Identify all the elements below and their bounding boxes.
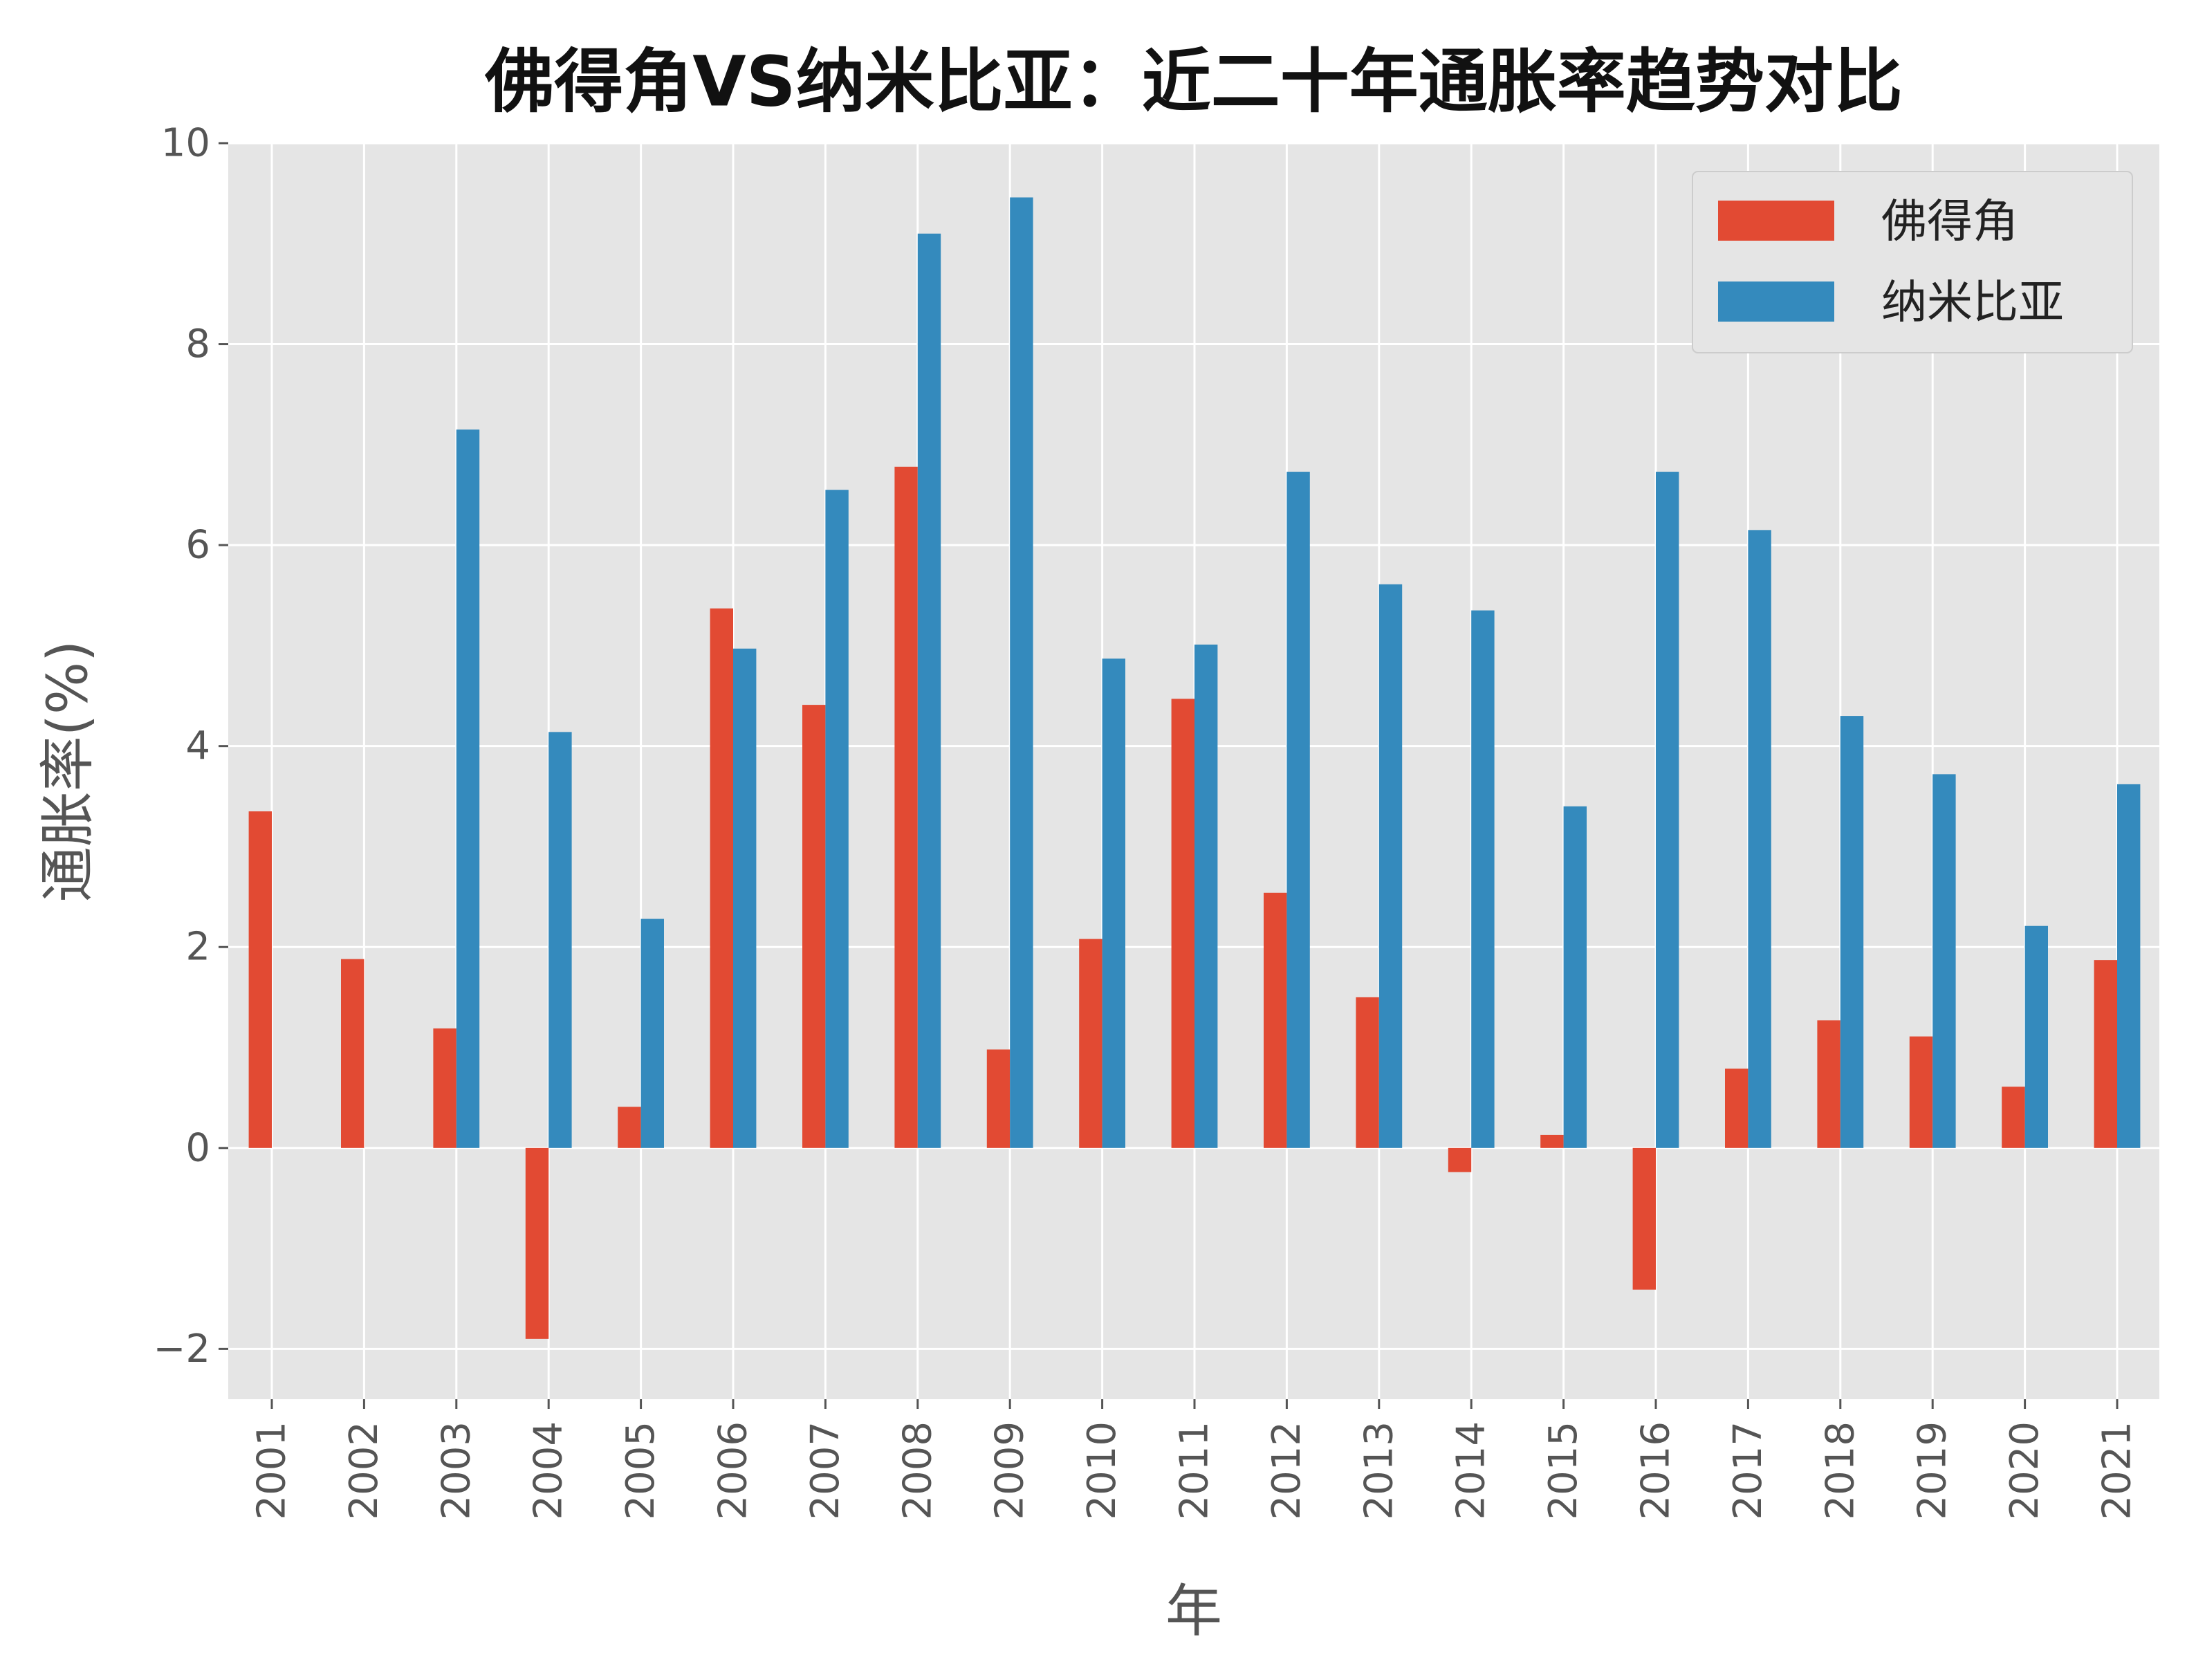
x-tick-label: 2021 (2095, 1421, 2140, 1520)
x-tick-label: 2014 (1449, 1421, 1494, 1520)
bar-cape-verde-2012 (1264, 892, 1287, 1148)
bar-namibia-2016 (1656, 472, 1679, 1148)
bar-cape-verde-2015 (1540, 1134, 1564, 1148)
legend-label-namibia: 纳米比亚 (1881, 276, 2064, 329)
legend-swatch-namibia (1718, 281, 1834, 322)
legend: 佛得角 纳米比亚 (1692, 171, 2133, 353)
bar-cape-verde-2014 (1448, 1147, 1472, 1172)
bar-namibia-2004 (548, 732, 572, 1148)
bar-namibia-2007 (825, 490, 849, 1148)
x-axis: 2001 2002 2003 2004 2005 2006 2007 2008 2009 2010… (250, 1399, 2140, 1520)
bars (248, 197, 2141, 1339)
bar-cape-verde-2005 (618, 1107, 641, 1148)
bar-cape-verde-2006 (710, 608, 733, 1148)
x-tick-label: 2004 (526, 1421, 571, 1520)
x-tick-label: 2002 (342, 1421, 387, 1520)
y-tick-label: 8 (185, 322, 210, 367)
bar-cape-verde-2008 (894, 466, 918, 1148)
x-tick-label: 2001 (250, 1421, 295, 1520)
bar-namibia-2021 (2117, 784, 2141, 1148)
x-tick-label: 2006 (711, 1421, 756, 1520)
x-tick-label: 2017 (1726, 1421, 1771, 1520)
x-tick-label: 2019 (1910, 1421, 1955, 1520)
x-axis-label: 年 (1165, 1579, 1222, 1645)
x-tick-label: 2009 (988, 1421, 1033, 1520)
bar-cape-verde-2007 (802, 705, 826, 1148)
bar-namibia-2015 (1563, 806, 1587, 1148)
y-axis: −2 0 2 4 6 8 10 (153, 121, 228, 1372)
bar-cape-verde-2010 (1079, 939, 1102, 1148)
y-tick-label: 4 (185, 723, 210, 768)
bar-cape-verde-2011 (1171, 699, 1194, 1148)
bar-namibia-2010 (1102, 658, 1125, 1148)
x-tick-label: 2013 (1356, 1421, 1401, 1520)
x-tick-label: 2003 (434, 1421, 479, 1520)
bar-namibia-2019 (1932, 774, 1956, 1148)
y-tick-label: 10 (161, 121, 210, 166)
bar-namibia-2009 (1010, 197, 1033, 1148)
bar-namibia-2005 (640, 919, 664, 1148)
x-tick-label: 2015 (1541, 1421, 1586, 1520)
bar-namibia-2012 (1286, 472, 1310, 1148)
bar-namibia-2014 (1471, 610, 1495, 1148)
bar-namibia-2011 (1194, 644, 1218, 1148)
y-tick-label: 6 (185, 523, 210, 568)
bar-cape-verde-2019 (1909, 1036, 1933, 1148)
bar-cape-verde-2018 (1817, 1020, 1840, 1148)
bar-namibia-2008 (917, 233, 941, 1148)
bar-cape-verde-2016 (1632, 1147, 1656, 1290)
bar-cape-verde-2003 (433, 1028, 456, 1148)
x-tick-label: 2008 (895, 1421, 940, 1520)
x-tick-label: 2011 (1172, 1421, 1217, 1520)
bar-namibia-2020 (2024, 925, 2048, 1148)
bar-cape-verde-2002 (341, 959, 365, 1148)
y-tick-label: −2 (153, 1327, 210, 1372)
bar-namibia-2003 (456, 430, 480, 1148)
chart-title: 佛得角VS纳米比亚：近二十年通胀率趋势对比 (484, 41, 1902, 122)
bar-cape-verde-2004 (525, 1147, 549, 1339)
bar-cape-verde-2017 (1725, 1069, 1749, 1148)
bar-cape-verde-2021 (2094, 960, 2117, 1148)
legend-label-cape-verde: 佛得角 (1881, 195, 2018, 248)
bar-namibia-2006 (733, 648, 757, 1148)
y-tick-label: 2 (185, 925, 210, 970)
bar-cape-verde-2001 (248, 811, 272, 1148)
x-tick-label: 2016 (1634, 1421, 1679, 1520)
x-tick-label: 2020 (2002, 1421, 2047, 1520)
y-tick-label: 0 (185, 1125, 210, 1170)
bar-namibia-2017 (1748, 530, 1771, 1148)
bar-cape-verde-2013 (1356, 997, 1379, 1148)
bar-cape-verde-2020 (2002, 1087, 2025, 1148)
x-tick-label: 2010 (1080, 1421, 1125, 1520)
x-tick-label: 2005 (618, 1421, 663, 1520)
x-tick-label: 2018 (1818, 1421, 1863, 1520)
bar-cape-verde-2009 (986, 1049, 1011, 1148)
y-axis-label: 通胀率(%) (36, 640, 100, 902)
legend-swatch-cape-verde (1718, 201, 1834, 241)
x-tick-label: 2012 (1264, 1421, 1309, 1520)
bar-namibia-2018 (1840, 716, 1864, 1148)
x-tick-label: 2007 (803, 1421, 848, 1520)
bar-namibia-2013 (1378, 584, 1403, 1148)
